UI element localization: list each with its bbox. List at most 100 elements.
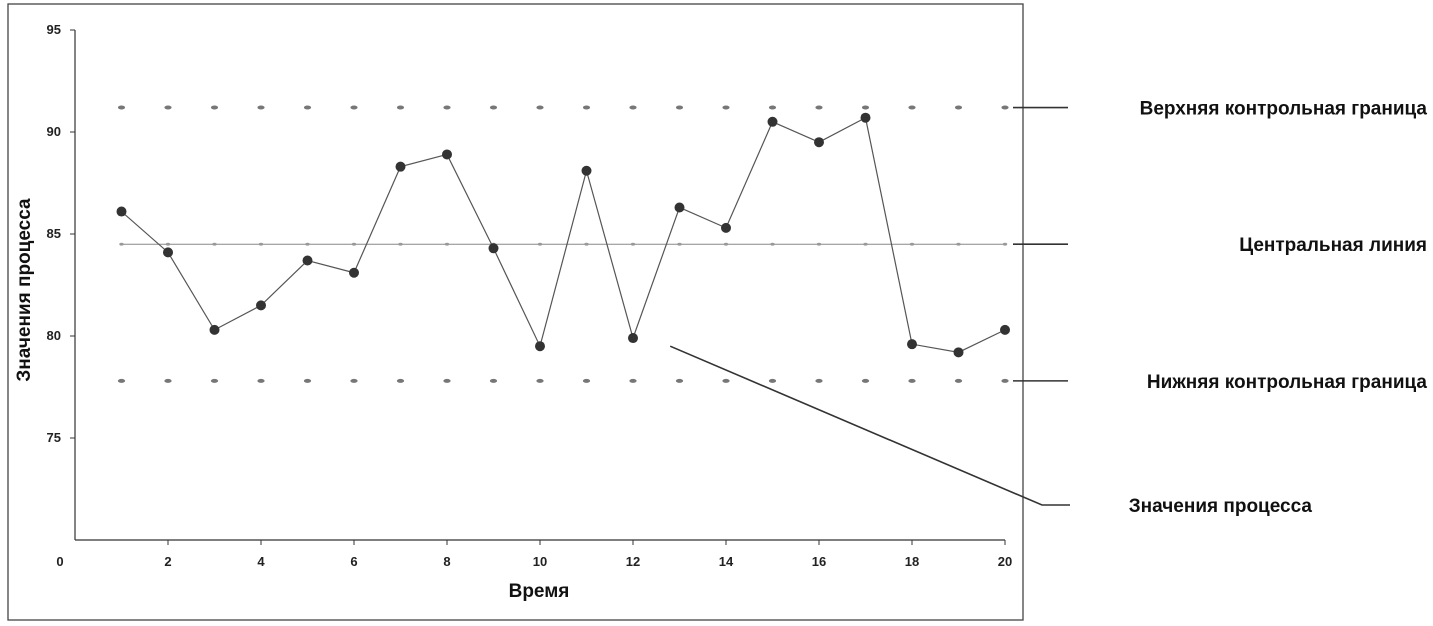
lower-control-limit-marker: [954, 378, 963, 383]
upper-control-limit-marker: [443, 105, 451, 110]
y-tick-label: 85: [47, 226, 61, 241]
lower-control-limit-marker: [722, 378, 730, 383]
upper-control-limit-marker: [396, 105, 405, 110]
y-tick-label: 90: [47, 124, 61, 139]
center-line-marker: [816, 242, 822, 246]
upper-control-limit-marker: [350, 105, 358, 110]
data-point-process-values: [721, 222, 731, 233]
data-point-process-values: [907, 339, 917, 350]
upper-control-limit-marker: [861, 105, 870, 110]
upper-control-limit-marker: [629, 105, 637, 110]
data-point-process-values: [442, 149, 452, 160]
x-tick-label: 6: [350, 554, 357, 569]
upper-control-limit-marker: [210, 105, 219, 110]
x-tick-label: 2: [164, 554, 171, 569]
center-line-marker: [1002, 242, 1008, 246]
upper-control-limit-marker: [536, 105, 544, 110]
lower-control-limit-marker: [257, 378, 265, 383]
upper-control-limit-marker: [815, 105, 823, 110]
data-point-process-values: [535, 341, 545, 352]
center-line-marker: [770, 242, 775, 246]
y-tick-label: 80: [47, 328, 61, 343]
lower-control-limit-marker: [443, 378, 451, 383]
lower-control-limit-marker: [396, 378, 405, 383]
y-axis-title: Значения процесса: [14, 198, 35, 382]
upper-control-limit-marker: [908, 105, 916, 110]
data-point-process-values: [860, 112, 871, 123]
upper-control-limit-marker: [117, 105, 126, 110]
center-line-marker: [258, 242, 264, 246]
x-tick-label: 20: [998, 554, 1012, 569]
lower-control-limit-marker: [1001, 378, 1009, 383]
center-line-marker: [909, 242, 915, 246]
x-tick-label: 18: [905, 554, 919, 569]
upper-control-limit-marker: [489, 105, 498, 110]
lower-control-limit-marker: [815, 378, 823, 383]
lower-control-limit-marker: [210, 378, 219, 383]
x-tick-label: 10: [533, 554, 547, 569]
center-line-marker: [723, 242, 729, 246]
annotation-label-lower-control-limit: Нижняя контрольная граница: [1147, 372, 1427, 393]
center-line-marker: [119, 242, 124, 246]
y-tick-label: 75: [47, 430, 61, 445]
upper-control-limit-marker: [582, 105, 591, 110]
lower-control-limit-marker: [675, 378, 684, 383]
data-point-process-values: [349, 267, 359, 278]
x-tick-label: 14: [719, 554, 734, 569]
lower-control-limit-marker: [582, 378, 591, 383]
center-line-marker: [305, 242, 310, 246]
x-axis-title: Время: [509, 581, 570, 602]
lower-control-limit-marker: [350, 378, 358, 383]
upper-control-limit-marker: [257, 105, 265, 110]
center-line-marker: [351, 242, 357, 246]
chart-frame: [7, 3, 1024, 621]
data-point-process-values: [302, 255, 313, 266]
lower-control-limit-marker: [861, 378, 870, 383]
center-line-marker: [212, 242, 217, 246]
x-tick-label: 0: [56, 554, 63, 569]
center-line-marker: [537, 242, 543, 246]
data-point-process-values: [767, 116, 778, 127]
data-point-process-values: [163, 247, 173, 258]
upper-control-limit-marker: [954, 105, 963, 110]
center-line-marker: [630, 242, 636, 246]
series-line-process-values: [121, 116, 1006, 353]
upper-control-limit-marker: [768, 105, 777, 110]
lower-control-limit-marker: [117, 378, 126, 383]
data-point-process-values: [256, 300, 266, 311]
x-tick-label: 4: [257, 554, 265, 569]
upper-control-limit-marker: [164, 105, 172, 110]
upper-control-limit-marker: [303, 105, 312, 110]
data-point-process-values: [674, 202, 685, 213]
upper-control-limit-marker: [1001, 105, 1009, 110]
upper-control-limit-marker: [675, 105, 684, 110]
center-line-marker: [398, 242, 403, 246]
lower-control-limit-marker: [536, 378, 544, 383]
lower-control-limit-marker: [768, 378, 777, 383]
data-point-process-values: [814, 137, 824, 148]
y-tick-label: 95: [47, 22, 61, 37]
center-line-marker: [165, 242, 171, 246]
data-point-process-values: [1000, 324, 1010, 335]
data-point-process-values: [628, 333, 638, 344]
center-line-marker: [444, 242, 450, 246]
center-line-marker: [956, 242, 961, 246]
center-line-marker: [863, 242, 868, 246]
data-point-process-values: [209, 324, 220, 335]
x-tick-label: 16: [812, 554, 826, 569]
data-point-process-values: [488, 243, 499, 254]
data-point-process-values: [581, 165, 592, 176]
annotation-label-center-line: Центральная линия: [1239, 235, 1427, 256]
annotation-label-upper-control-limit: Верхняя контрольная граница: [1140, 99, 1428, 120]
upper-control-limit-marker: [722, 105, 730, 110]
x-tick-label: 8: [443, 554, 450, 569]
lower-control-limit-marker: [489, 378, 498, 383]
lower-control-limit-marker: [303, 378, 312, 383]
lower-control-limit-marker: [164, 378, 172, 383]
data-point-process-values: [116, 206, 127, 217]
center-line-marker: [677, 242, 682, 246]
lower-control-limit-marker: [908, 378, 916, 383]
center-line-marker: [584, 242, 589, 246]
lower-control-limit-marker: [629, 378, 637, 383]
